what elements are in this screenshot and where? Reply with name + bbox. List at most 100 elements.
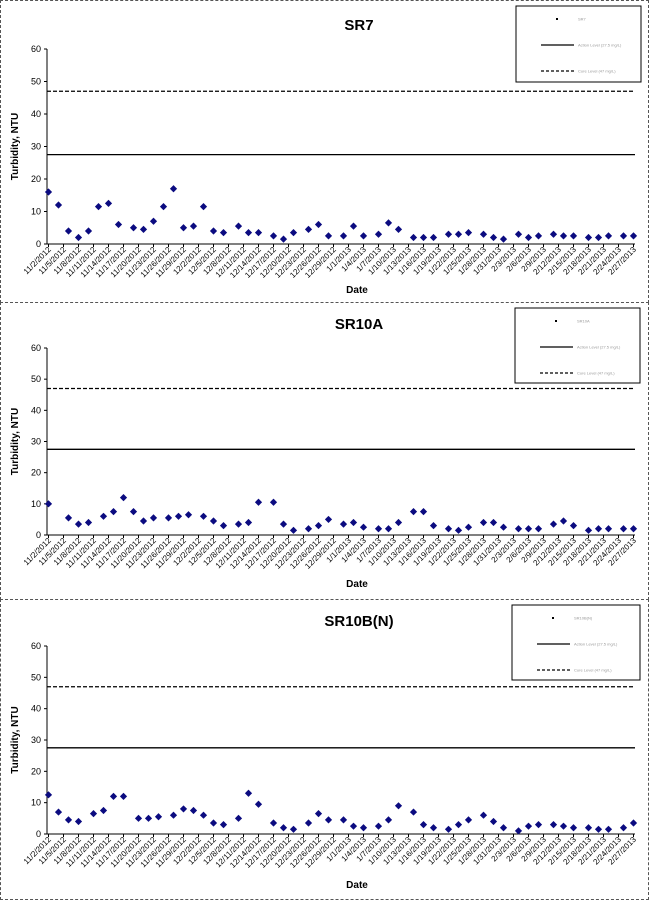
data-point — [104, 199, 113, 207]
data-point — [454, 821, 463, 829]
data-point — [139, 517, 148, 525]
legend-entry: Cure Level (47 mg/L) — [574, 668, 612, 673]
data-point — [269, 232, 278, 240]
data-point — [64, 227, 73, 235]
y-tick-label: 60 — [31, 343, 41, 353]
data-point — [149, 217, 158, 225]
data-point — [464, 816, 473, 824]
data-point — [479, 230, 488, 238]
data-point — [324, 515, 333, 524]
data-point — [99, 806, 108, 815]
data-point — [604, 825, 613, 833]
data-point — [219, 229, 228, 237]
y-tick-label: 40 — [31, 405, 41, 415]
data-point — [254, 498, 263, 506]
data-point — [584, 233, 593, 242]
data-point — [339, 816, 348, 824]
legend: SR10B(N) Action Level (27.5 mg/L) Cure Lev… — [511, 604, 641, 681]
data-point — [179, 224, 188, 232]
data-point — [534, 525, 543, 533]
data-point — [244, 789, 253, 797]
data-point — [409, 508, 418, 516]
data-point — [629, 819, 638, 827]
y-tick-label: 20 — [31, 766, 41, 776]
data-point — [244, 229, 253, 237]
data-point — [569, 232, 578, 240]
data-point — [304, 819, 313, 827]
y-axis-label: Turbidity, NTU — [10, 408, 21, 475]
data-point — [84, 227, 93, 235]
data-point — [489, 518, 498, 527]
data-point — [394, 225, 403, 233]
data-point — [279, 520, 288, 528]
y-tick-label: 10 — [31, 207, 41, 217]
data-point — [569, 522, 578, 530]
data-point — [419, 821, 428, 829]
data-point — [109, 792, 118, 800]
data-point — [429, 233, 438, 242]
y-axis-label: Turbidity, NTU — [10, 113, 21, 180]
y-axis-label: Turbidity, NTU — [10, 706, 21, 773]
data-point — [154, 813, 163, 821]
data-point — [359, 232, 368, 240]
data-point — [604, 232, 613, 240]
legend-entry: Action Level (27.5 mg/L) — [577, 345, 621, 350]
data-point — [394, 802, 403, 810]
data-point — [44, 791, 53, 799]
data-point — [584, 824, 593, 832]
data-point — [569, 824, 578, 832]
data-point — [514, 230, 523, 238]
chart-panel: SR10A 0 10 20 30 40 50 60 11/2/2012 11/5/2012 11/8… — [0, 302, 649, 600]
data-point — [524, 233, 533, 242]
legend-entry: SR10A — [577, 319, 590, 324]
data-point — [179, 805, 188, 813]
chart-title: SR10A — [335, 316, 384, 333]
y-tick-label: 50 — [31, 672, 41, 682]
data-point — [74, 520, 83, 528]
y-tick-label: 10 — [31, 798, 41, 808]
data-point — [359, 523, 368, 531]
data-point — [479, 518, 488, 527]
data-point — [119, 494, 128, 502]
data-point — [199, 512, 208, 520]
data-point — [374, 822, 383, 830]
chart-title: SR10B(N) — [324, 613, 393, 630]
data-point — [144, 814, 153, 822]
data-point — [254, 800, 263, 808]
data-point — [189, 806, 198, 815]
data-point — [64, 816, 73, 824]
data-point — [254, 229, 263, 237]
legend-marker — [555, 320, 557, 322]
data-point — [559, 822, 568, 830]
y-tick-label: 40 — [31, 109, 41, 119]
data-point — [349, 222, 358, 230]
data-point — [44, 500, 53, 508]
data-point — [304, 525, 313, 533]
data-point — [134, 814, 143, 822]
data-point — [534, 232, 543, 240]
data-point — [324, 816, 333, 824]
data-point — [594, 825, 603, 833]
data-point — [129, 508, 138, 516]
data-point — [489, 233, 498, 242]
data-point — [514, 525, 523, 533]
data-point — [594, 525, 603, 533]
data-point — [629, 232, 638, 240]
chart-panel: SR10B(N) 0 10 20 30 40 50 60 11/2/2012 11/5/2012 1… — [0, 599, 649, 900]
data-point — [119, 792, 128, 800]
data-point — [64, 514, 73, 522]
y-tick-label: 0 — [36, 239, 41, 249]
data-point — [629, 525, 638, 533]
data-point — [234, 814, 243, 822]
data-point — [619, 824, 628, 832]
data-point — [279, 824, 288, 832]
data-point — [499, 824, 508, 832]
data-point — [269, 819, 278, 827]
legend-entry: Cure Level (47 mg/L) — [577, 371, 615, 376]
legend-entry: SR7 — [578, 17, 587, 22]
x-axis-label: Date — [346, 285, 368, 296]
legend: SR7 Action Level (27.5 mg/L) Cure Level (4… — [515, 5, 642, 83]
data-point — [604, 525, 613, 533]
data-point — [559, 517, 568, 525]
chart-svg: SR10A010203040506011/2/201211/5/201211/8… — [10, 307, 641, 590]
